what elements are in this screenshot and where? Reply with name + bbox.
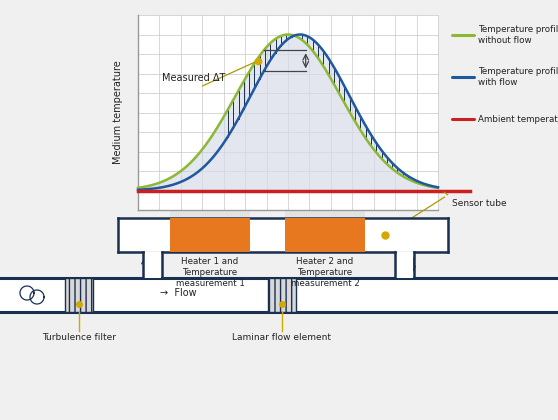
Text: Measured ΔT: Measured ΔT <box>162 73 225 83</box>
Text: Heater 1 and
Temperature
measurement 1: Heater 1 and Temperature measurement 1 <box>176 257 244 288</box>
Text: Turbulence filter: Turbulence filter <box>42 333 116 342</box>
Text: Heater 2 and
Temperature
measurement 2: Heater 2 and Temperature measurement 2 <box>291 257 359 288</box>
Bar <box>170 218 250 252</box>
Text: Sensor tube: Sensor tube <box>452 199 507 207</box>
Text: Temperature profile
with flow: Temperature profile with flow <box>478 67 558 87</box>
Bar <box>138 15 438 210</box>
Bar <box>268 278 296 312</box>
Bar <box>119 219 447 251</box>
Bar <box>144 252 161 278</box>
Bar <box>65 278 93 312</box>
Bar <box>170 210 250 218</box>
Bar <box>285 210 365 218</box>
Text: Medium temperature: Medium temperature <box>113 60 123 164</box>
Text: Temperature profile
without flow: Temperature profile without flow <box>478 25 558 45</box>
Text: Laminar flow element: Laminar flow element <box>233 333 331 342</box>
Bar <box>396 252 413 278</box>
Bar <box>285 218 365 252</box>
Text: Ambient temperature: Ambient temperature <box>478 115 558 123</box>
Text: →  Flow: → Flow <box>160 288 196 298</box>
Bar <box>0 278 558 312</box>
